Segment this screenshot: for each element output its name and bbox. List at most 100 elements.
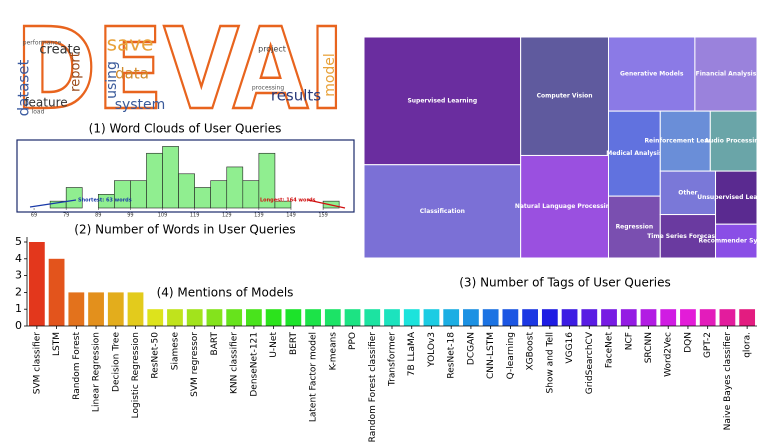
histogram-bar bbox=[258, 152, 276, 209]
tile-label: Financial Analysis bbox=[696, 71, 757, 78]
wordcloud-shape: DEVAI bbox=[15, 5, 345, 135]
treemap-tile bbox=[607, 36, 696, 112]
treemap-tile bbox=[659, 214, 717, 259]
bar bbox=[620, 309, 637, 326]
word: report bbox=[69, 52, 84, 92]
bar bbox=[719, 309, 736, 326]
x-tick-label: K-means bbox=[328, 332, 338, 371]
annotation: Longest: 164 words bbox=[260, 198, 316, 204]
caption: (2) Number of Words in User Queries bbox=[74, 223, 295, 237]
chart-title: (4) Mentions of Models bbox=[157, 286, 294, 300]
tile-label: Unsupervised Learning bbox=[697, 194, 774, 201]
y-tick-label: 1 bbox=[15, 302, 22, 315]
word: feature bbox=[24, 96, 67, 110]
annotation-arrow bbox=[307, 199, 346, 209]
word: using bbox=[104, 61, 120, 99]
bar bbox=[147, 309, 164, 326]
word: dataset bbox=[15, 60, 33, 117]
treemap-tile bbox=[694, 36, 758, 112]
x-tick-label: NCF bbox=[624, 332, 634, 350]
x-tick-label: SRCNN bbox=[644, 332, 654, 363]
histogram-bar bbox=[226, 166, 244, 209]
bar bbox=[680, 309, 696, 326]
bar bbox=[206, 309, 223, 326]
x-tick-label: Linear Regression bbox=[92, 332, 102, 412]
x-tick-label: 159 bbox=[318, 213, 328, 219]
x-tick-label: 99 bbox=[127, 213, 133, 219]
histogram-bar bbox=[146, 152, 163, 209]
bar bbox=[285, 309, 302, 326]
x-tick-label: GridSearchCV bbox=[585, 331, 595, 394]
annotation: Shortest: 63 words bbox=[78, 198, 132, 204]
treemap-tile bbox=[709, 110, 758, 172]
bar bbox=[68, 292, 85, 326]
x-tick-label: BERT bbox=[289, 332, 299, 355]
x-tick-label: ResNet-50 bbox=[151, 332, 161, 379]
treemap-tile bbox=[363, 36, 522, 166]
bar bbox=[502, 309, 519, 326]
caption: (3) Number of Tags of User Queries bbox=[459, 276, 670, 290]
x-tick-label: BART bbox=[210, 332, 220, 356]
x-tick-label: DQN bbox=[683, 332, 693, 353]
x-tick-label: Random Forest classifier bbox=[368, 332, 378, 443]
bar bbox=[423, 309, 440, 326]
tile-label: Other bbox=[678, 189, 697, 196]
y-tick-label: 4 bbox=[15, 252, 22, 265]
word: performance bbox=[23, 40, 62, 47]
word: processing bbox=[252, 85, 285, 92]
histogram-bar bbox=[162, 146, 179, 209]
histogram-bar bbox=[274, 200, 292, 209]
bar bbox=[305, 309, 321, 326]
x-tick-label: 149 bbox=[286, 213, 296, 219]
tile-label: Medical Analysis bbox=[606, 150, 663, 157]
x-tick-label: Decision Tree bbox=[111, 332, 121, 392]
bar bbox=[640, 309, 657, 326]
bar bbox=[403, 309, 420, 326]
tile-label: Time Series Forecasting bbox=[647, 233, 728, 240]
bar bbox=[28, 242, 45, 326]
x-tick-label: DCGAN bbox=[466, 332, 476, 365]
x-tick-label: 129 bbox=[222, 213, 232, 219]
bar bbox=[364, 309, 381, 326]
word: save bbox=[107, 32, 154, 56]
x-tick-label: qlora. bbox=[743, 332, 753, 358]
word: system bbox=[115, 97, 166, 113]
bar bbox=[522, 309, 538, 326]
x-tick-label: Random Forest bbox=[72, 332, 82, 400]
y-tick-label: 5 bbox=[15, 235, 22, 248]
tile-label: Generative Models bbox=[620, 71, 684, 78]
x-tick-label: 139 bbox=[254, 213, 264, 219]
bar bbox=[443, 309, 460, 326]
histogram-bar bbox=[210, 180, 228, 209]
x-tick-label: 7B LLaMA bbox=[407, 331, 417, 376]
x-tick-label: 69 bbox=[31, 213, 37, 219]
tile-label: Classification bbox=[420, 208, 465, 215]
bar bbox=[739, 309, 756, 326]
bar bbox=[265, 309, 282, 326]
bar bbox=[463, 309, 479, 326]
bar bbox=[324, 309, 341, 326]
bar bbox=[581, 309, 598, 326]
x-tick-label: Latent Factor model bbox=[309, 332, 319, 422]
treemap-tile bbox=[607, 195, 661, 259]
y-tick-label: 2 bbox=[15, 285, 22, 298]
histogram-bar bbox=[178, 173, 195, 209]
bar bbox=[48, 258, 65, 326]
treemap-tile bbox=[715, 170, 758, 225]
tile-label: Reinforcement Learning bbox=[644, 138, 726, 145]
treemap-tile bbox=[659, 170, 717, 216]
x-tick-label: Show and Tell bbox=[545, 332, 555, 393]
x-tick-label: U-Net bbox=[269, 332, 279, 358]
annotation-arrow bbox=[29, 199, 77, 208]
x-tick-label: KNN classifier bbox=[230, 332, 240, 394]
x-tick-label: SVM regressor bbox=[190, 332, 200, 397]
bar bbox=[88, 292, 104, 326]
word: data bbox=[115, 65, 149, 83]
word: load bbox=[32, 109, 45, 116]
treemap-tile bbox=[715, 223, 758, 259]
y-tick-label: 3 bbox=[15, 269, 22, 282]
bar bbox=[384, 309, 400, 326]
histogram-bar bbox=[242, 180, 260, 209]
word: results bbox=[271, 87, 321, 105]
